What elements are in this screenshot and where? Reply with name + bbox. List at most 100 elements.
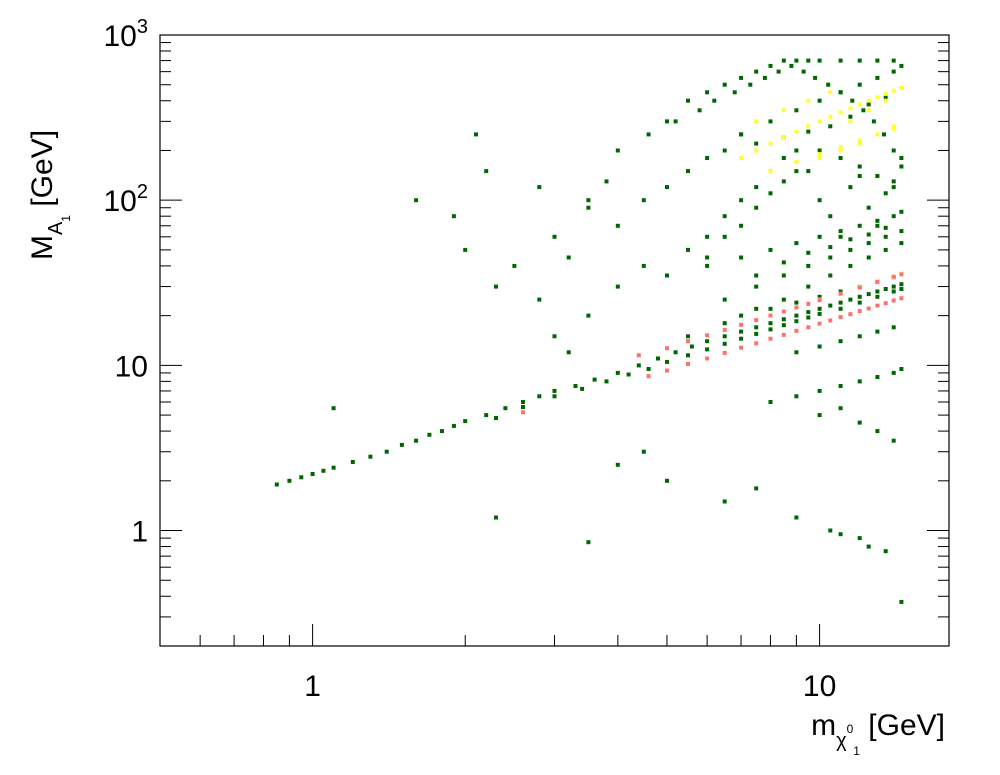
data-point: [871, 119, 876, 124]
data-point: [705, 347, 710, 352]
data-point: [673, 119, 678, 124]
y-axis-label: MA1 [GeV]: [26, 130, 73, 260]
data-point: [768, 191, 773, 196]
data-point: [537, 394, 542, 399]
data-point: [891, 274, 896, 279]
data-point: [722, 321, 727, 326]
data-point: [828, 528, 833, 533]
data-point: [739, 156, 744, 160]
data-point: [754, 341, 759, 346]
data-point: [794, 58, 799, 63]
data-point: [838, 148, 843, 153]
data-point: [484, 413, 489, 418]
data-point: [857, 300, 862, 305]
data-point: [521, 405, 525, 409]
data-point: [817, 321, 822, 326]
data-point: [806, 315, 811, 320]
data-point: [580, 386, 585, 391]
data-point: [552, 334, 557, 339]
data-point: [794, 148, 799, 153]
data-point: [866, 205, 871, 210]
data-point: [665, 478, 669, 483]
data-point: [586, 540, 591, 545]
data-point: [705, 234, 710, 239]
data-point: [604, 379, 609, 384]
data-point: [776, 69, 781, 74]
data-point: [463, 419, 468, 424]
y-tick-label: 1: [131, 516, 148, 549]
data-point: [615, 223, 620, 228]
data-point: [722, 148, 727, 153]
data-point: [768, 321, 773, 326]
data-point: [739, 198, 744, 203]
data-point: [828, 318, 833, 323]
data-point: [875, 294, 880, 299]
data-point: [875, 303, 880, 308]
data-point: [754, 148, 759, 153]
data-point: [299, 475, 304, 480]
data-point: [838, 384, 843, 388]
data-point: [754, 284, 759, 289]
data-point: [781, 273, 786, 278]
data-point: [848, 185, 853, 190]
data-point: [850, 98, 855, 103]
data-point: [739, 313, 744, 318]
data-point: [817, 98, 822, 103]
data-point: [566, 255, 571, 260]
data-point: [712, 98, 717, 103]
data-point: [899, 229, 904, 234]
data-point: [768, 306, 773, 311]
data-point: [592, 377, 597, 382]
data-point: [883, 234, 888, 239]
data-point: [838, 90, 843, 95]
data-point: [665, 346, 669, 351]
data-point: [705, 90, 710, 95]
data-point: [794, 108, 799, 113]
data-point: [817, 306, 822, 311]
data-point: [838, 291, 843, 296]
data-point: [817, 198, 822, 203]
data-point: [838, 234, 843, 239]
data-point: [848, 312, 853, 317]
data-point: [739, 336, 744, 341]
data-point: [748, 82, 753, 87]
data-point: [384, 449, 389, 454]
data-point: [899, 164, 904, 169]
data-point: [848, 106, 853, 111]
data-point: [552, 388, 557, 393]
data-point: [399, 442, 404, 447]
data-point: [754, 486, 759, 491]
data-point: [427, 432, 432, 437]
data-point: [857, 285, 862, 290]
data-point: [768, 313, 773, 318]
data-point: [891, 88, 896, 93]
data-point: [891, 126, 896, 131]
data-point: [573, 384, 578, 388]
data-point: [817, 388, 822, 393]
data-point: [794, 300, 799, 305]
data-point: [899, 367, 904, 371]
data-point: [789, 63, 794, 68]
data-point: [866, 544, 871, 549]
data-point: [484, 169, 489, 174]
data-point: [794, 129, 799, 134]
data-point: [817, 148, 822, 153]
data-point: [768, 63, 773, 68]
data-point: [739, 329, 744, 334]
data-point: [875, 58, 880, 63]
data-point: [857, 82, 862, 87]
data-point: [899, 282, 904, 287]
data-point: [899, 156, 904, 160]
data-point: [705, 263, 710, 268]
data-point: [857, 294, 862, 299]
x-tick-label: 10: [803, 670, 836, 703]
data-point: [686, 98, 690, 103]
data-point: [866, 102, 871, 107]
data-point: [899, 63, 904, 68]
data-point: [806, 325, 811, 330]
data-point: [891, 289, 896, 294]
data-point: [883, 247, 888, 252]
data-point: [828, 114, 833, 119]
